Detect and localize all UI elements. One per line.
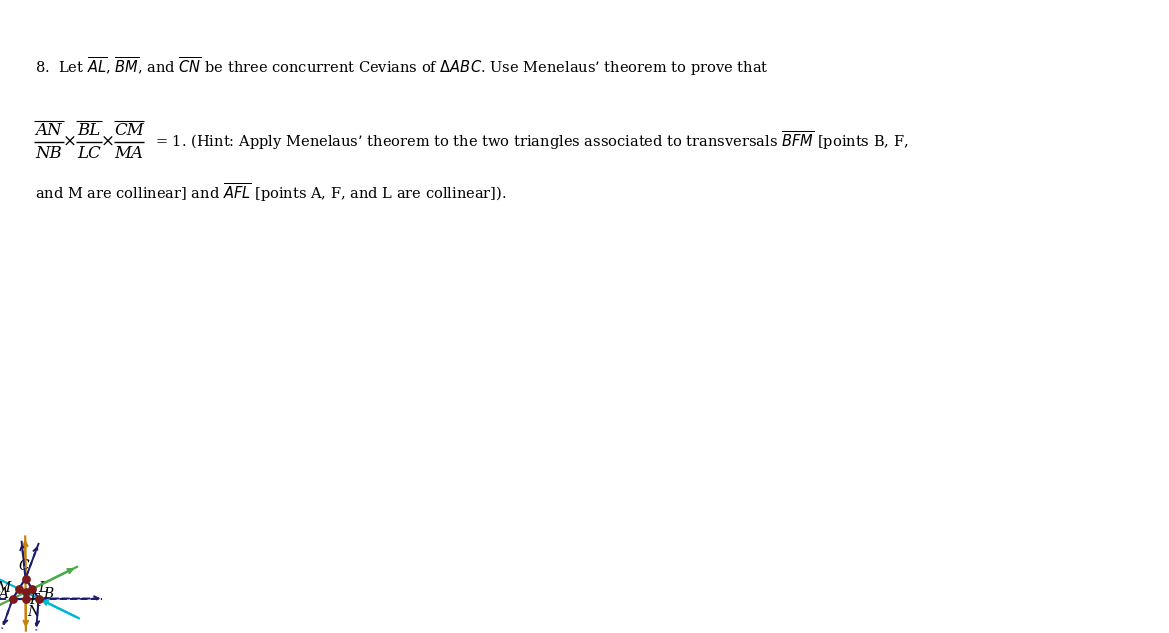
Point: [23, 584, 42, 594]
Text: AN: AN: [36, 122, 62, 139]
Point: [9, 584, 28, 594]
Text: N: N: [28, 605, 40, 618]
Point: [16, 573, 35, 584]
Text: CM: CM: [115, 122, 144, 139]
Point: [16, 587, 35, 598]
Text: A: A: [0, 587, 8, 601]
Text: ×: ×: [63, 132, 77, 149]
Text: M: M: [0, 581, 11, 595]
Text: C: C: [19, 558, 29, 572]
Text: = 1. (Hint: Apply Menelaus’ theorem to the two triangles associated to transvers: = 1. (Hint: Apply Menelaus’ theorem to t…: [155, 130, 908, 153]
Point: [4, 593, 22, 603]
Text: MA: MA: [115, 145, 144, 162]
Text: BL: BL: [77, 122, 101, 139]
Point: [29, 593, 48, 603]
Text: 8.  Let $\overline{AL}$, $\overline{BM}$, and $\overline{CN}$ be three concurren: 8. Let $\overline{AL}$, $\overline{BM}$,…: [35, 55, 769, 78]
Text: F: F: [29, 593, 40, 607]
Text: B: B: [43, 587, 54, 601]
Text: ×: ×: [101, 132, 115, 149]
Text: and M are collinear] and $\overline{AFL}$ [points A, F, and L are collinear]).: and M are collinear] and $\overline{AFL}…: [35, 181, 506, 204]
Text: L: L: [39, 581, 48, 595]
Text: NB: NB: [35, 145, 62, 162]
Text: LC: LC: [77, 145, 101, 162]
Point: [16, 593, 35, 603]
